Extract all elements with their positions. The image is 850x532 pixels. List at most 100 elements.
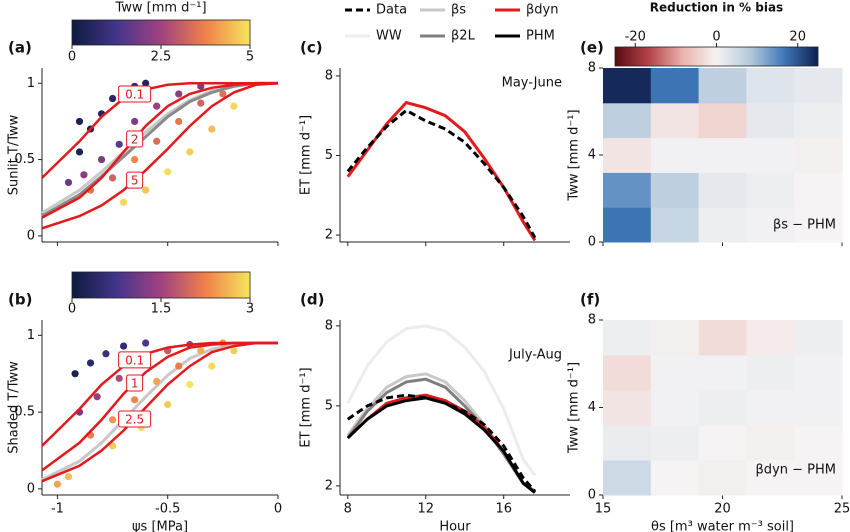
scatter-point [175, 362, 183, 370]
scatter-point [108, 416, 117, 424]
colorbar-tick-label: 0 [712, 30, 720, 45]
scatter-point [64, 178, 73, 187]
heatmap-cell [698, 320, 747, 356]
heatmap-cell [603, 172, 652, 208]
panel: (b) Shaded T/Tww ψs [MPa] 0 1.5 3 0 0.5 1 -1 -0.5 0… [7, 271, 282, 532]
x-tick-label: 0 [274, 502, 282, 517]
scatter-point [153, 102, 161, 110]
model-curve [41, 341, 278, 447]
y-axis-label: ET [mm d⁻¹] [299, 367, 314, 447]
model-curve [41, 341, 278, 472]
y-tick-label: 8 [588, 313, 596, 328]
y-tick-label: 5 [325, 398, 333, 413]
y-axis-label: Shaded T/Tww [7, 361, 22, 454]
scatter-point [175, 117, 183, 126]
annotation: July-Aug [508, 348, 562, 363]
y-axis-label: Sunlit T/Tww [7, 114, 22, 195]
y-tick-label: 4 [588, 148, 596, 163]
model-curve [41, 82, 278, 219]
heatmap-cell [746, 68, 795, 104]
scatter-point [75, 117, 84, 126]
scatter-point [120, 342, 128, 350]
colorbar [614, 46, 819, 67]
heatmap-cell [650, 425, 700, 461]
curve-label: 1 [131, 376, 139, 390]
colorbar-tick-label: 1.5 [151, 302, 172, 317]
heatmap-cell [650, 172, 700, 208]
y-tick-label: 0 [27, 228, 35, 243]
colorbar-tick-label: -20 [625, 30, 646, 45]
heatmap-cell [603, 137, 652, 173]
scatter-point [75, 148, 84, 156]
heatmap-cell [603, 68, 652, 104]
panel: (e) Tww [mm d⁻¹] -20 0 20 Reduction in % bias… [567, 1, 843, 250]
heatmap-cell [746, 355, 795, 391]
y-tick-label: 2 [325, 478, 333, 493]
y-tick-label: 4 [588, 400, 596, 415]
scatter-point [153, 137, 161, 145]
scatter-point [108, 442, 117, 450]
legend-label: βs [451, 3, 466, 18]
panel-label: (e) [580, 39, 604, 57]
colorbar-tick-label: 5 [246, 50, 254, 65]
heatmap-cell [650, 137, 700, 173]
model-curve [41, 81, 278, 215]
scatter-point [80, 171, 88, 179]
curve-label-box [126, 130, 144, 148]
scatter-point [175, 90, 183, 98]
x-axis-label: Hour [439, 520, 471, 532]
scatter-point [230, 102, 238, 110]
scatter-point [131, 155, 139, 164]
y-tick-label: 0 [27, 481, 35, 496]
curve-label-box [126, 374, 144, 392]
y-tick-label: 0 [588, 488, 596, 503]
scatter-point [120, 198, 128, 206]
y-axis-label: Tww [mm d⁻¹] [567, 109, 582, 201]
scatter-point [131, 396, 139, 404]
scatter-point [208, 362, 216, 370]
scatter-point [108, 94, 117, 103]
annotation: βdyn − PHM [756, 463, 836, 478]
curve-label-box [118, 85, 152, 103]
heatmap-cell [603, 460, 652, 496]
scatter-point [164, 168, 172, 176]
heatmap-cell [698, 355, 747, 391]
heatmap-cell [746, 320, 795, 356]
scatter-point [186, 380, 194, 389]
y-tick-label: 1 [27, 328, 35, 343]
line [346, 393, 536, 494]
heatmap-cell [603, 320, 652, 356]
line [346, 100, 537, 242]
heatmap-cell [603, 425, 652, 461]
curve-label: 2.5 [125, 413, 144, 427]
heatmap-cell [650, 460, 700, 496]
curve-label: 2 [131, 132, 139, 146]
scatter-point [186, 148, 194, 156]
x-tick-label: 15 [595, 502, 612, 517]
curve-label-box [126, 171, 144, 189]
curve-label-box [118, 351, 152, 369]
curve-label: 0.1 [125, 353, 144, 367]
y-tick-label: 0 [588, 235, 596, 250]
curve-label-box [118, 410, 152, 428]
panel: (d) ET [mm d⁻¹] Hour July-Aug 2 5 8 8 12 16 [299, 291, 570, 532]
scatter-point [219, 90, 227, 98]
heatmap-cell [794, 460, 843, 496]
legend-label: PHM [526, 29, 555, 44]
scatter-point [53, 480, 62, 488]
model-curve [41, 82, 279, 230]
y-tick-label: 8 [325, 318, 333, 333]
heatmap-cell [650, 207, 700, 243]
colorbar-tick-label: 2.5 [151, 50, 172, 65]
x-tick-label: 16 [495, 502, 512, 517]
scatter-point [197, 99, 205, 107]
curve-label: 0.1 [125, 87, 144, 101]
panel-label: (b) [8, 291, 32, 309]
heatmap-cell [794, 425, 843, 461]
scatter-point [86, 359, 95, 367]
panel-label: (d) [300, 291, 324, 309]
colorbar-tick-label: 20 [789, 30, 806, 45]
model-curve [41, 82, 278, 179]
y-tick-label: 0.5 [14, 405, 35, 420]
scatter-point [153, 377, 161, 386]
